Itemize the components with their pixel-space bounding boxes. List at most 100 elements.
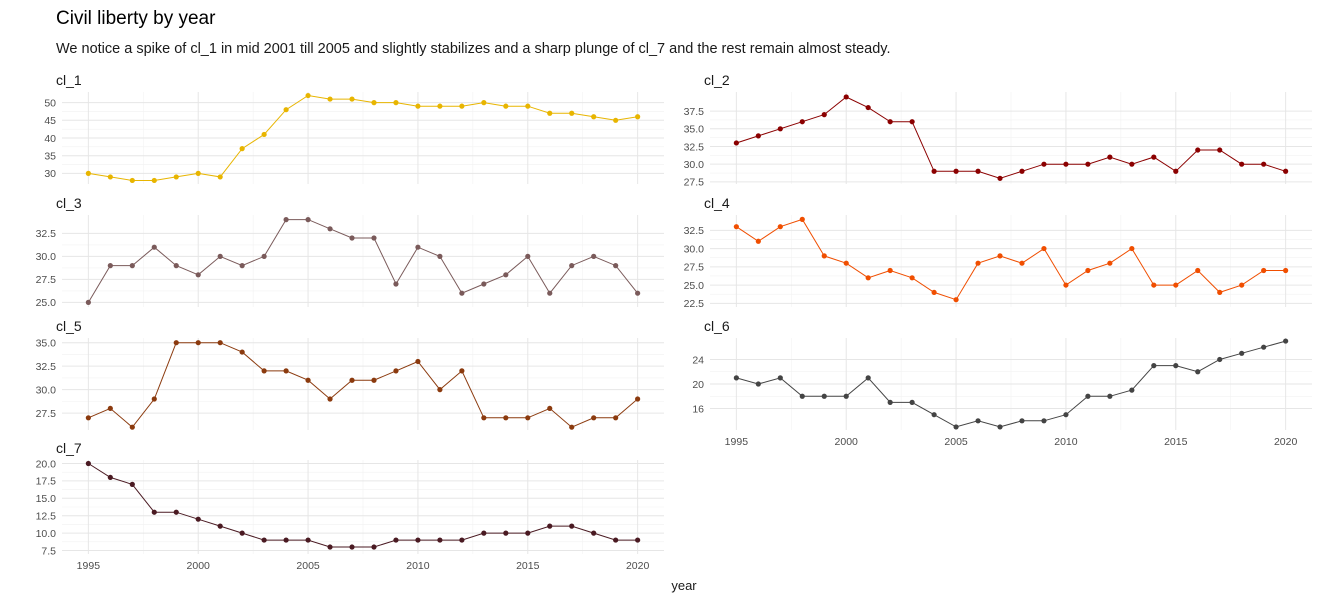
y-tick-label: 17.5 bbox=[36, 476, 57, 488]
facet-cl_3: cl_3 25.0 27.5 30.0 32.5 bbox=[36, 195, 664, 309]
data-point bbox=[777, 224, 783, 230]
data-point bbox=[547, 523, 553, 529]
facet-title: cl_6 bbox=[704, 318, 730, 334]
data-point bbox=[437, 387, 443, 393]
data-point bbox=[1085, 267, 1091, 274]
data-point bbox=[261, 368, 267, 374]
data-point bbox=[975, 260, 981, 266]
data-point bbox=[129, 481, 135, 487]
data-point bbox=[415, 103, 421, 109]
data-point bbox=[613, 117, 619, 123]
data-point bbox=[107, 174, 113, 180]
data-point bbox=[821, 393, 827, 399]
data-point bbox=[305, 92, 311, 99]
data-point bbox=[799, 216, 805, 222]
y-tick-label: 32.5 bbox=[36, 361, 57, 373]
data-point bbox=[173, 509, 179, 515]
data-point bbox=[107, 405, 113, 412]
data-point bbox=[173, 263, 179, 269]
data-point bbox=[547, 110, 553, 116]
data-point bbox=[85, 415, 91, 421]
data-point bbox=[1217, 147, 1223, 153]
x-tick-label: 2010 bbox=[1054, 436, 1078, 448]
data-point bbox=[1151, 363, 1157, 369]
facet-cl_2: cl_2 27.5 30.0 32.5 35.0 37.5 bbox=[684, 72, 1312, 189]
y-tick-label: 20.0 bbox=[36, 458, 57, 470]
data-point bbox=[239, 349, 245, 355]
y-tick-label: 27.5 bbox=[684, 262, 705, 274]
data-point bbox=[349, 235, 355, 241]
series-line-cl_3 bbox=[87, 219, 638, 303]
x-tick-label: 2010 bbox=[406, 560, 430, 572]
facet-cl_5: cl_5 27.5 30.0 32.5 35.0 bbox=[36, 318, 664, 430]
data-point bbox=[1151, 154, 1157, 160]
data-point bbox=[909, 275, 915, 281]
data-point bbox=[547, 405, 553, 412]
data-point bbox=[1283, 168, 1289, 174]
data-point bbox=[503, 103, 509, 109]
data-point bbox=[503, 272, 509, 278]
data-point bbox=[1063, 161, 1069, 167]
y-tick-label: 27.5 bbox=[36, 408, 57, 420]
data-point bbox=[975, 418, 981, 424]
y-tick-label: 16 bbox=[692, 403, 704, 415]
data-point bbox=[481, 100, 487, 106]
data-point bbox=[1129, 387, 1135, 393]
data-point bbox=[481, 281, 487, 287]
data-point bbox=[349, 377, 355, 383]
data-point bbox=[1261, 344, 1267, 350]
y-tick-label: 40 bbox=[44, 133, 56, 145]
data-point bbox=[459, 368, 465, 374]
data-point bbox=[1217, 289, 1223, 295]
data-point bbox=[305, 377, 311, 383]
data-point bbox=[635, 396, 641, 402]
data-point bbox=[129, 424, 135, 430]
data-point bbox=[777, 375, 783, 381]
data-point bbox=[887, 399, 893, 405]
x-tick-label: 2000 bbox=[835, 436, 859, 448]
data-point bbox=[525, 415, 531, 421]
y-tick-label: 24 bbox=[692, 354, 704, 366]
data-point bbox=[393, 281, 399, 287]
data-point bbox=[327, 96, 333, 102]
data-point bbox=[635, 537, 641, 543]
data-point bbox=[1195, 267, 1201, 274]
facet-title: cl_4 bbox=[704, 195, 730, 211]
data-point bbox=[195, 516, 201, 522]
x-tick-label: 1995 bbox=[725, 436, 749, 448]
data-point bbox=[997, 175, 1003, 181]
data-point bbox=[283, 107, 289, 113]
data-point bbox=[733, 224, 739, 230]
data-point bbox=[283, 368, 289, 374]
data-point bbox=[733, 375, 739, 381]
data-point bbox=[1239, 282, 1245, 288]
y-tick-label: 25.0 bbox=[684, 280, 705, 292]
y-tick-label: 30.0 bbox=[684, 243, 705, 255]
data-point bbox=[85, 299, 91, 305]
data-point bbox=[843, 260, 849, 266]
data-point bbox=[1019, 168, 1025, 174]
data-point bbox=[953, 168, 959, 174]
data-point bbox=[591, 415, 597, 421]
y-tick-label: 32.5 bbox=[684, 141, 705, 153]
y-tick-label: 35.0 bbox=[36, 337, 57, 349]
x-tick-label: 2005 bbox=[944, 436, 968, 448]
data-point bbox=[821, 112, 827, 118]
data-point bbox=[777, 126, 783, 132]
data-point bbox=[953, 297, 959, 303]
data-point bbox=[1019, 260, 1025, 266]
data-point bbox=[85, 170, 91, 176]
data-point bbox=[591, 253, 597, 259]
data-point bbox=[865, 104, 871, 111]
data-point bbox=[1129, 161, 1135, 167]
data-point bbox=[865, 275, 871, 281]
y-tick-label: 15.0 bbox=[36, 493, 57, 505]
y-tick-label: 12.5 bbox=[36, 511, 57, 523]
data-point bbox=[1195, 369, 1201, 375]
data-point bbox=[1063, 282, 1069, 288]
data-point bbox=[1239, 350, 1245, 356]
series-line-cl_4 bbox=[736, 218, 1286, 301]
data-point bbox=[217, 174, 223, 180]
data-point bbox=[371, 377, 377, 383]
